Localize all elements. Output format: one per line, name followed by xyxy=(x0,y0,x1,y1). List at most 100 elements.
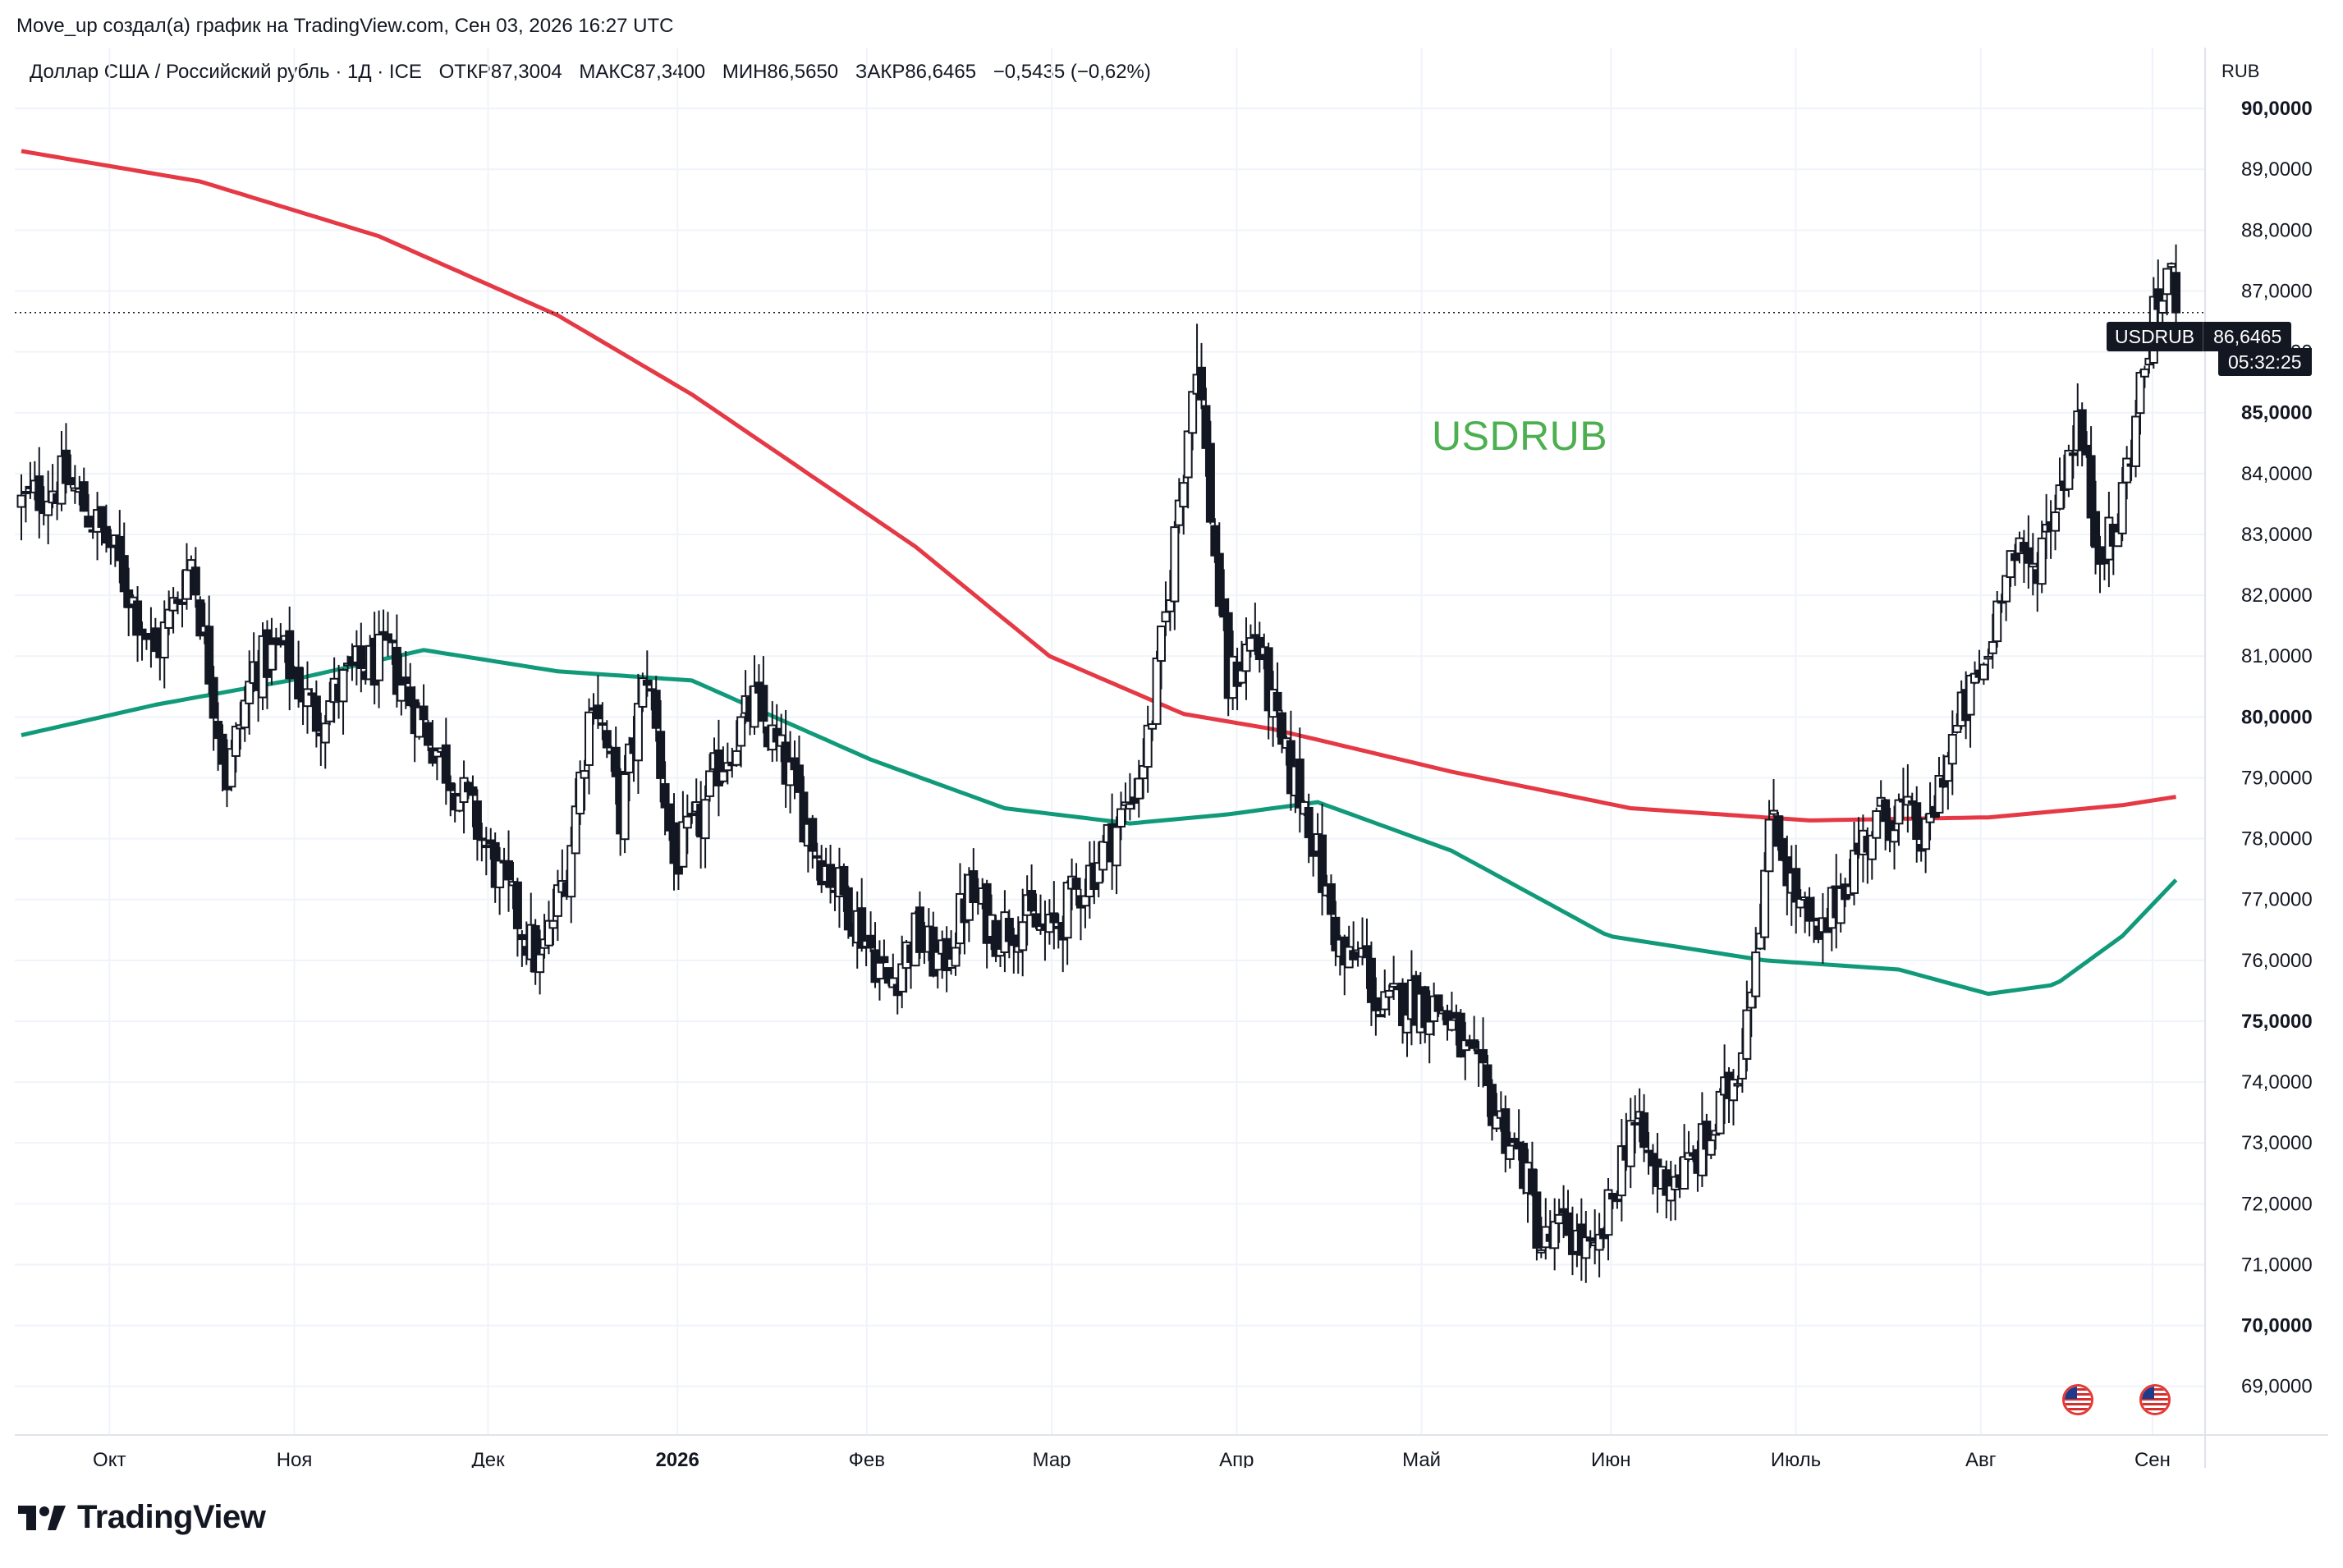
candle-body xyxy=(517,933,527,941)
y-tick-label: 71,0000 xyxy=(2241,1254,2313,1276)
close-value: ЗАКР86,6465 xyxy=(855,61,977,83)
us-flag-icon[interactable] xyxy=(2139,1384,2171,1415)
candle-body xyxy=(441,744,451,784)
candle-body xyxy=(1715,1090,1725,1135)
y-tick-label: 81,0000 xyxy=(2241,645,2313,667)
candle-body xyxy=(302,688,312,708)
series-line xyxy=(21,149,2176,823)
axis-currency[interactable]: RUB xyxy=(2221,61,2260,81)
candle-body xyxy=(933,951,942,971)
candle-body xyxy=(736,716,746,747)
candle-body xyxy=(79,481,89,512)
candle-body xyxy=(1080,895,1090,907)
candle-body xyxy=(504,860,514,881)
candle-body xyxy=(338,669,348,703)
high-value: МАКС87,3400 xyxy=(579,61,706,83)
candle-body xyxy=(2082,444,2092,456)
candle-body xyxy=(1607,1193,1617,1200)
candle-body xyxy=(150,627,160,653)
candle-body xyxy=(1505,1144,1515,1160)
candle-body xyxy=(424,722,433,746)
candle-body xyxy=(1157,626,1167,663)
candle-body xyxy=(276,640,286,646)
candle-body xyxy=(97,506,107,528)
candle-body xyxy=(826,864,836,888)
candle-body xyxy=(2157,300,2167,314)
candle-body xyxy=(245,681,254,704)
candle-body xyxy=(1804,896,1814,922)
moving-averages xyxy=(15,149,2205,997)
candle-body xyxy=(1934,775,1944,814)
candle-body xyxy=(687,813,697,817)
y-tick-label: 73,0000 xyxy=(2241,1132,2313,1154)
candle-body xyxy=(387,640,397,644)
candle-body xyxy=(1201,405,1211,449)
candle-body xyxy=(1318,834,1327,893)
candle-body xyxy=(1532,1191,1542,1249)
candle-body xyxy=(1447,1019,1456,1031)
candle-body xyxy=(468,786,478,796)
candle-body xyxy=(1470,1039,1479,1049)
candle-body xyxy=(1112,826,1121,867)
y-tick-label: 90,0000 xyxy=(2241,98,2313,120)
candle-body xyxy=(2068,452,2078,456)
candle-body xyxy=(1362,945,1372,959)
brand-name: TradingView xyxy=(77,1499,266,1535)
tradingview-logo[interactable]: TradingView xyxy=(18,1499,266,1536)
candle-body xyxy=(1559,1208,1569,1214)
candle-body xyxy=(1134,777,1144,800)
candle-body xyxy=(759,685,768,722)
symbol-legend: Доллар США / Российский рубль · 1Д · ICE… xyxy=(30,61,1162,84)
candle-body xyxy=(857,907,867,949)
candle-body xyxy=(1742,1009,1752,1060)
candle-body xyxy=(1536,1249,1546,1254)
x-tick-label: Мар xyxy=(1033,1449,1071,1468)
symbol-description[interactable]: Доллар США / Российский рубль · 1Д · ICE xyxy=(30,61,422,83)
candle-body xyxy=(267,643,277,671)
candle-body xyxy=(204,626,214,685)
candle-body xyxy=(598,722,608,726)
candle-body xyxy=(1912,802,1922,841)
candle-body xyxy=(1148,723,1158,730)
candle-body xyxy=(669,822,679,864)
candle-body xyxy=(620,773,630,841)
us-flag-icon[interactable] xyxy=(2062,1384,2093,1415)
candle-body xyxy=(1978,663,1988,681)
candle-body xyxy=(2131,415,2141,467)
candle-body xyxy=(1424,1020,1434,1035)
candle-body xyxy=(2024,547,2034,564)
y-tick-label: 76,0000 xyxy=(2241,950,2313,972)
candle-body xyxy=(1170,526,1180,603)
candle-body xyxy=(307,692,317,696)
candle-body xyxy=(383,633,393,641)
candle-body xyxy=(84,516,94,528)
candle-body xyxy=(34,475,44,511)
candle-body xyxy=(401,676,410,685)
candle-body xyxy=(1295,759,1304,809)
candle-body xyxy=(177,601,187,605)
candle-body xyxy=(602,730,612,749)
candle-body xyxy=(1894,799,1904,825)
candle-body xyxy=(1733,1083,1743,1087)
candle-body xyxy=(535,953,545,974)
candle-body xyxy=(1214,552,1224,607)
x-tick-label: Июн xyxy=(1591,1449,1631,1468)
candle-body xyxy=(1366,957,1376,1003)
candle-body xyxy=(2051,511,2061,532)
candles xyxy=(16,244,2181,1283)
price-chart[interactable]: 69,0000 70,0000 71,0000 72,0000 73,0000 74,00… xyxy=(15,48,2328,1468)
candle-body xyxy=(700,799,710,840)
change-value: −0,5435 (−0,62%) xyxy=(993,61,1151,83)
candle-body xyxy=(1554,1213,1564,1225)
candle-body xyxy=(705,770,715,797)
candle-body xyxy=(866,934,876,949)
y-tick-label: 80,0000 xyxy=(2241,706,2313,728)
candle-body xyxy=(311,695,321,732)
y-tick-label: 88,0000 xyxy=(2241,219,2313,241)
candle-body xyxy=(397,684,406,702)
candle-body xyxy=(1384,989,1394,998)
candle-body xyxy=(1031,913,1041,928)
candle-body xyxy=(495,860,505,888)
y-tick-label: 83,0000 xyxy=(2241,524,2313,546)
candle-body xyxy=(951,947,961,967)
